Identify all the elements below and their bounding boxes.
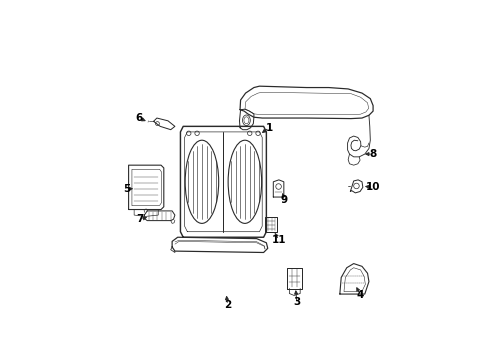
Text: 2: 2 bbox=[224, 300, 231, 310]
Text: 9: 9 bbox=[281, 195, 288, 205]
Text: 8: 8 bbox=[369, 149, 377, 159]
Text: 5: 5 bbox=[123, 184, 130, 194]
Text: 11: 11 bbox=[271, 235, 286, 245]
Text: 1: 1 bbox=[266, 123, 273, 133]
Text: 3: 3 bbox=[293, 297, 300, 307]
Text: 6: 6 bbox=[135, 113, 143, 123]
Text: 4: 4 bbox=[357, 291, 364, 301]
Text: 7: 7 bbox=[137, 214, 144, 224]
Text: 10: 10 bbox=[366, 183, 380, 192]
